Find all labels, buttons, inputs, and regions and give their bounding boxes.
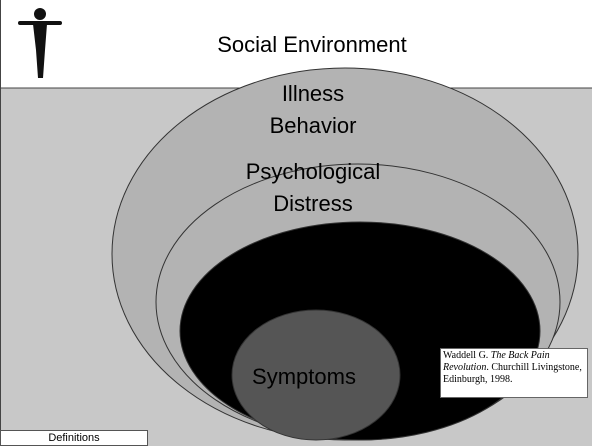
layer-label: Illness <box>282 81 344 106</box>
layer-label: Distress <box>273 191 352 216</box>
citation-author: Waddell G. <box>443 350 488 361</box>
layer-label: Psychological <box>246 159 381 184</box>
title: Social Environment <box>217 32 407 57</box>
layer-label: Behavior <box>270 113 357 138</box>
layer-label: Symptoms <box>252 364 356 389</box>
footer-tab[interactable]: Definitions <box>0 430 148 446</box>
slide: Social Environment Illness Behavior Psycho… <box>0 0 592 446</box>
citation: Waddell G. The Back Pain Revolution. Chu… <box>440 348 588 398</box>
